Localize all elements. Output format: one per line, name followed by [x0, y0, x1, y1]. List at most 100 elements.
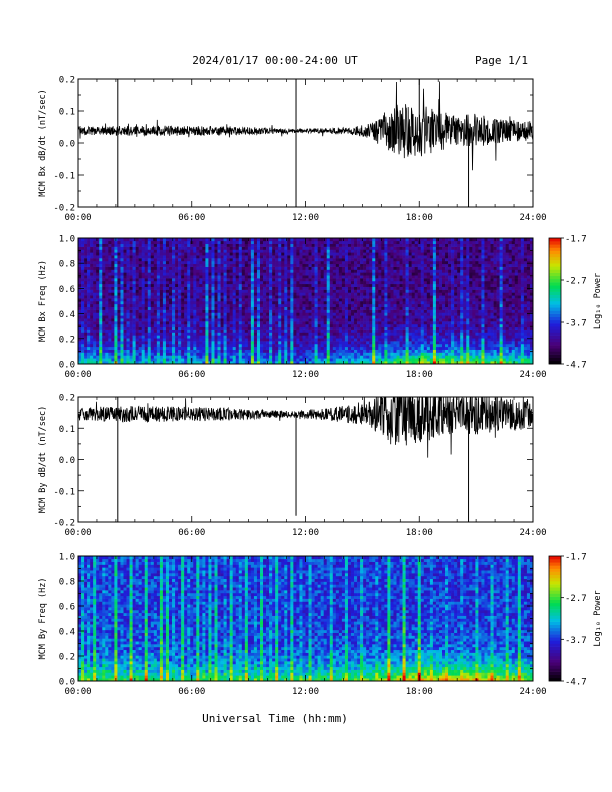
spectrogram-cell [329, 349, 334, 353]
spectrogram-cell [281, 326, 285, 330]
spectrogram-cell [338, 352, 343, 356]
spectrogram-cell [144, 329, 149, 333]
spectrogram-cell [147, 280, 152, 285]
spectrogram-cell [81, 269, 85, 273]
spectrogram-cell [326, 249, 331, 253]
spectrogram-cell [126, 249, 130, 253]
spectrogram-cell [411, 266, 415, 270]
spectrogram-cell [263, 266, 267, 270]
spectrogram-cell [317, 303, 321, 308]
spectrogram-cell [293, 309, 297, 313]
spectrogram-cell [87, 298, 91, 302]
spectrogram-cell [375, 361, 379, 365]
spectrogram-cell [111, 272, 115, 276]
spectrogram-cell [96, 249, 100, 253]
spectrogram-cell [411, 272, 415, 276]
spectrogram-cell [229, 252, 233, 256]
spectrogram-cell [326, 298, 331, 302]
spectrogram-cell [314, 283, 318, 287]
spectrogram-cell [220, 260, 224, 265]
spectrogram-cell [378, 343, 382, 348]
spectrogram-cell [256, 269, 261, 273]
spectrogram-cell [147, 266, 152, 270]
spectrogram-cell [414, 341, 419, 345]
spectrogram-cell [360, 306, 364, 310]
spectrogram-cell [402, 266, 406, 270]
spectrogram-cell [263, 312, 267, 316]
spectrogram-cell [181, 358, 185, 362]
spectrogram-cell [172, 286, 176, 290]
spectrogram-cell [138, 289, 142, 293]
spectrogram-cell [193, 343, 197, 348]
spectrogram-cell [211, 295, 215, 299]
spectrogram-cell [238, 240, 243, 245]
spectrogram-cell [117, 341, 121, 345]
spectrogram-cell [172, 272, 176, 276]
spectrogram-cell [178, 303, 182, 308]
spectrogram-cell [199, 352, 203, 356]
spectrogram-cell [347, 289, 352, 293]
spectrogram-cell [272, 349, 276, 353]
spectrogram-cell [175, 258, 179, 262]
spectrogram-cell [275, 240, 279, 245]
spectrogram-cell [284, 260, 288, 265]
spectrogram-cell [396, 329, 400, 333]
spectrogram-cell [111, 269, 115, 273]
spectrogram-cell [235, 306, 240, 310]
spectrogram-cell [335, 243, 340, 247]
spectrogram-cell [141, 266, 146, 270]
spectrogram-cell [357, 286, 361, 290]
spectrogram-cell [372, 260, 376, 265]
spectrogram-cell [260, 260, 264, 265]
spectrogram-cell [190, 332, 194, 336]
spectrogram-cell [169, 252, 173, 256]
spectrogram-cell [169, 246, 173, 250]
spectrogram-cell [138, 352, 142, 356]
spectrogram-cell [378, 240, 382, 245]
spectrogram-cell [196, 303, 200, 308]
spectrogram-cell [317, 301, 321, 305]
spectrogram-cell [199, 318, 203, 322]
spectrogram-cell [111, 355, 115, 359]
spectrogram-cell [229, 278, 233, 282]
spectrogram-cell [205, 335, 209, 339]
spectrogram-cell [175, 312, 179, 316]
spectrogram-cell [411, 312, 415, 316]
spectrogram-cell [178, 332, 182, 336]
spectrogram-cell [175, 355, 179, 359]
spectrogram-cell [411, 303, 415, 308]
spectrogram-cell [320, 280, 324, 285]
spectrogram-cell [114, 286, 118, 290]
spectrogram-cell [329, 280, 334, 285]
spectrogram-cell [111, 329, 115, 333]
spectrogram-cell [84, 238, 88, 242]
spectrogram-cell [269, 295, 273, 299]
spectrogram-cell [78, 252, 82, 256]
spectrogram-cell [141, 255, 146, 259]
spectrogram-cell [138, 346, 142, 350]
spectrogram-cell [402, 338, 406, 342]
spectrogram-cell [96, 301, 100, 305]
spectrogram-cell [335, 349, 340, 353]
spectrogram-cell [411, 275, 415, 279]
spectrogram-cell [114, 283, 118, 287]
spectrogram-cell [96, 312, 100, 316]
spectrogram-cell [308, 298, 312, 302]
spectrogram-cell [184, 243, 188, 247]
spectrogram-cell [338, 358, 343, 362]
spectrogram-cell [296, 246, 300, 250]
spectrogram-cell [323, 246, 328, 250]
spectrogram-cell [120, 326, 124, 330]
spectrogram-cell [366, 255, 370, 259]
spectrogram-cell [408, 295, 412, 299]
spectrogram-cell [311, 332, 315, 336]
spectrogram-cell [290, 240, 294, 245]
spectrogram-cell [78, 289, 82, 293]
spectrogram-cell [278, 306, 282, 310]
spectrogram-cell [281, 335, 285, 339]
spectrogram-cell [159, 275, 164, 279]
spectrogram-cell [269, 349, 273, 353]
spectrogram-cell [360, 260, 364, 265]
spectrogram-cell [287, 323, 291, 328]
spectrogram-cell [411, 289, 415, 293]
